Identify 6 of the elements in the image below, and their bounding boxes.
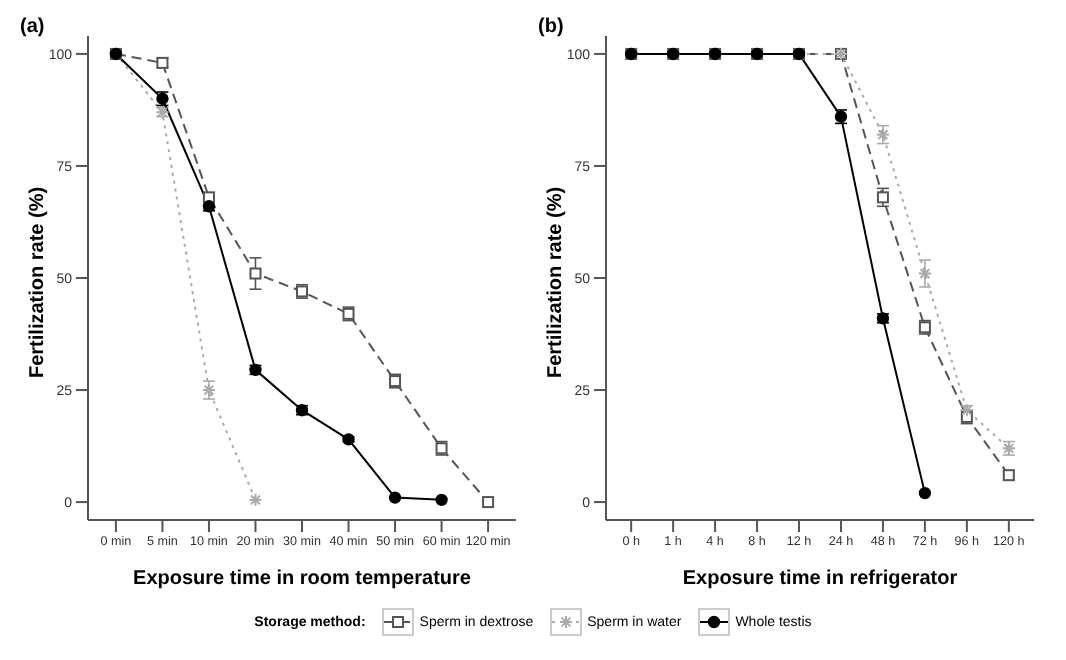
y-axis-title: Fertilization rate (%) xyxy=(545,186,568,378)
chart-title: (b) xyxy=(538,16,564,38)
y-axis-title: Fertilization rate (%) xyxy=(27,186,50,378)
chart-title: (a) xyxy=(20,16,45,38)
x-axis-title: Exposure time in room temperature xyxy=(133,568,472,590)
x-axis-title: Exposure time in refrigerator xyxy=(682,568,958,590)
